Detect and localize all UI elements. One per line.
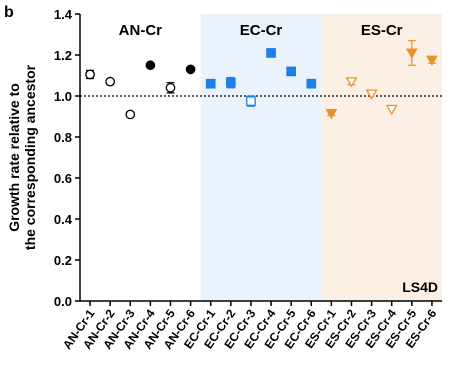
data-point xyxy=(225,77,236,88)
y-axis-label-line: the corresponding ancestor xyxy=(22,64,38,250)
y-tick-label: 0.4 xyxy=(54,212,73,227)
y-tick-label: 0.2 xyxy=(54,253,72,268)
panel-label: b xyxy=(4,4,14,21)
data-point xyxy=(325,108,338,120)
data-point xyxy=(405,48,418,59)
group-label: AN-Cr xyxy=(119,22,162,39)
y-axis: 0.0 0.2 0.4 0.6 0.8 1.0 1.2 1.4 xyxy=(54,7,81,309)
data-point xyxy=(85,69,95,80)
group-label: ES-Cr xyxy=(361,22,403,39)
data-point xyxy=(286,66,297,77)
data-point xyxy=(246,96,256,106)
y-axis-label-line: Growth rate relative to xyxy=(6,83,22,232)
data-point xyxy=(185,64,196,75)
data-point xyxy=(306,78,317,89)
group-shade xyxy=(200,14,322,301)
data-point xyxy=(145,60,156,71)
group-label: EC-Cr xyxy=(240,22,283,39)
y-axis-label: Growth rate relative to the corresponding… xyxy=(6,64,38,250)
data-point xyxy=(205,78,216,89)
y-tick-label: 0.8 xyxy=(54,130,72,145)
data-point xyxy=(426,55,438,67)
group-shade xyxy=(321,14,442,301)
group-shading xyxy=(80,14,442,301)
y-tick-label: 0.6 xyxy=(54,171,72,186)
data-point xyxy=(105,76,116,87)
data-point xyxy=(165,82,176,93)
y-tick-label: 1.4 xyxy=(54,7,73,22)
y-tick-label: 1.2 xyxy=(54,48,72,63)
data-points xyxy=(85,40,438,120)
data-point xyxy=(385,104,398,116)
group-shade xyxy=(80,14,201,301)
data-point xyxy=(266,48,276,58)
y-tick-label: 0.0 xyxy=(54,294,72,309)
chart-annotation: LS4D xyxy=(402,279,438,295)
data-point xyxy=(345,77,358,88)
y-tick-label: 1.0 xyxy=(54,89,72,104)
data-point xyxy=(125,109,136,120)
group-labels: AN-Cr EC-Cr ES-Cr xyxy=(119,22,403,39)
x-axis: AN-Cr-1AN-Cr-2AN-Cr-3AN-Cr-4AN-Cr-5AN-Cr… xyxy=(60,300,442,352)
data-point xyxy=(365,89,378,100)
